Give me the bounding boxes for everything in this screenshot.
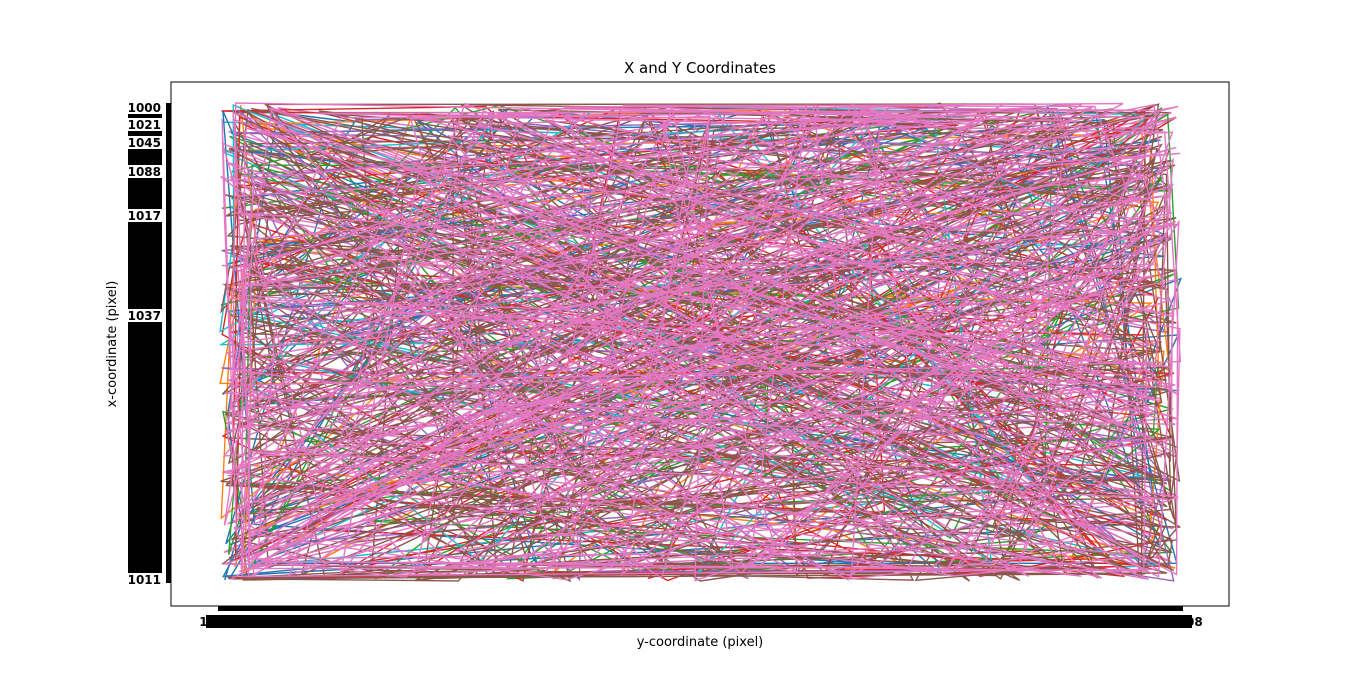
y-tick-label: 1045 bbox=[128, 136, 161, 150]
x-tick-label: 1008 bbox=[1169, 615, 1202, 629]
y-axis-label: x-coordinate (pixel) bbox=[105, 281, 120, 408]
y-tick-label-backdrop bbox=[125, 165, 163, 178]
y-tick-label-overlap-mass bbox=[128, 106, 162, 580]
y-tick-label: 1037 bbox=[128, 309, 161, 323]
x-tick-bar-group bbox=[206, 606, 1192, 628]
y-tick-label-group: 1000 1021 1045 1088 1017 1037 1011 bbox=[125, 101, 163, 587]
y-tick-label-backdrop bbox=[125, 118, 163, 131]
x-tick-marks bbox=[218, 606, 1183, 611]
chart-title: X and Y Coordinates bbox=[624, 59, 776, 77]
y-tick-marks bbox=[166, 103, 171, 583]
x-tick-label-group: 1016 1008 bbox=[199, 615, 1202, 629]
x-tick-label: 1016 bbox=[199, 615, 232, 629]
series-layer bbox=[218, 102, 1183, 583]
y-tick-bar-group bbox=[128, 103, 171, 583]
plot-frame bbox=[170, 81, 1230, 607]
x-tick-label-overlap-mass bbox=[206, 615, 1192, 628]
series-trace-8 bbox=[220, 102, 1182, 582]
y-tick-label-backdrop bbox=[125, 309, 163, 322]
x-axis-label: y-coordinate (pixel) bbox=[637, 635, 764, 650]
y-tick-label: 1017 bbox=[128, 209, 161, 223]
y-tick-label-backdrop bbox=[125, 209, 163, 222]
y-tick-label-backdrop bbox=[125, 573, 163, 586]
y-tick-label-backdrop bbox=[125, 136, 163, 149]
series-trace-7 bbox=[220, 102, 1181, 583]
y-tick-label: 1000 bbox=[128, 101, 161, 115]
y-tick-label: 1021 bbox=[128, 118, 161, 132]
y-tick-label-backdrop bbox=[125, 101, 163, 114]
y-tick-label: 1088 bbox=[128, 165, 161, 179]
y-tick-label: 1011 bbox=[128, 573, 161, 587]
